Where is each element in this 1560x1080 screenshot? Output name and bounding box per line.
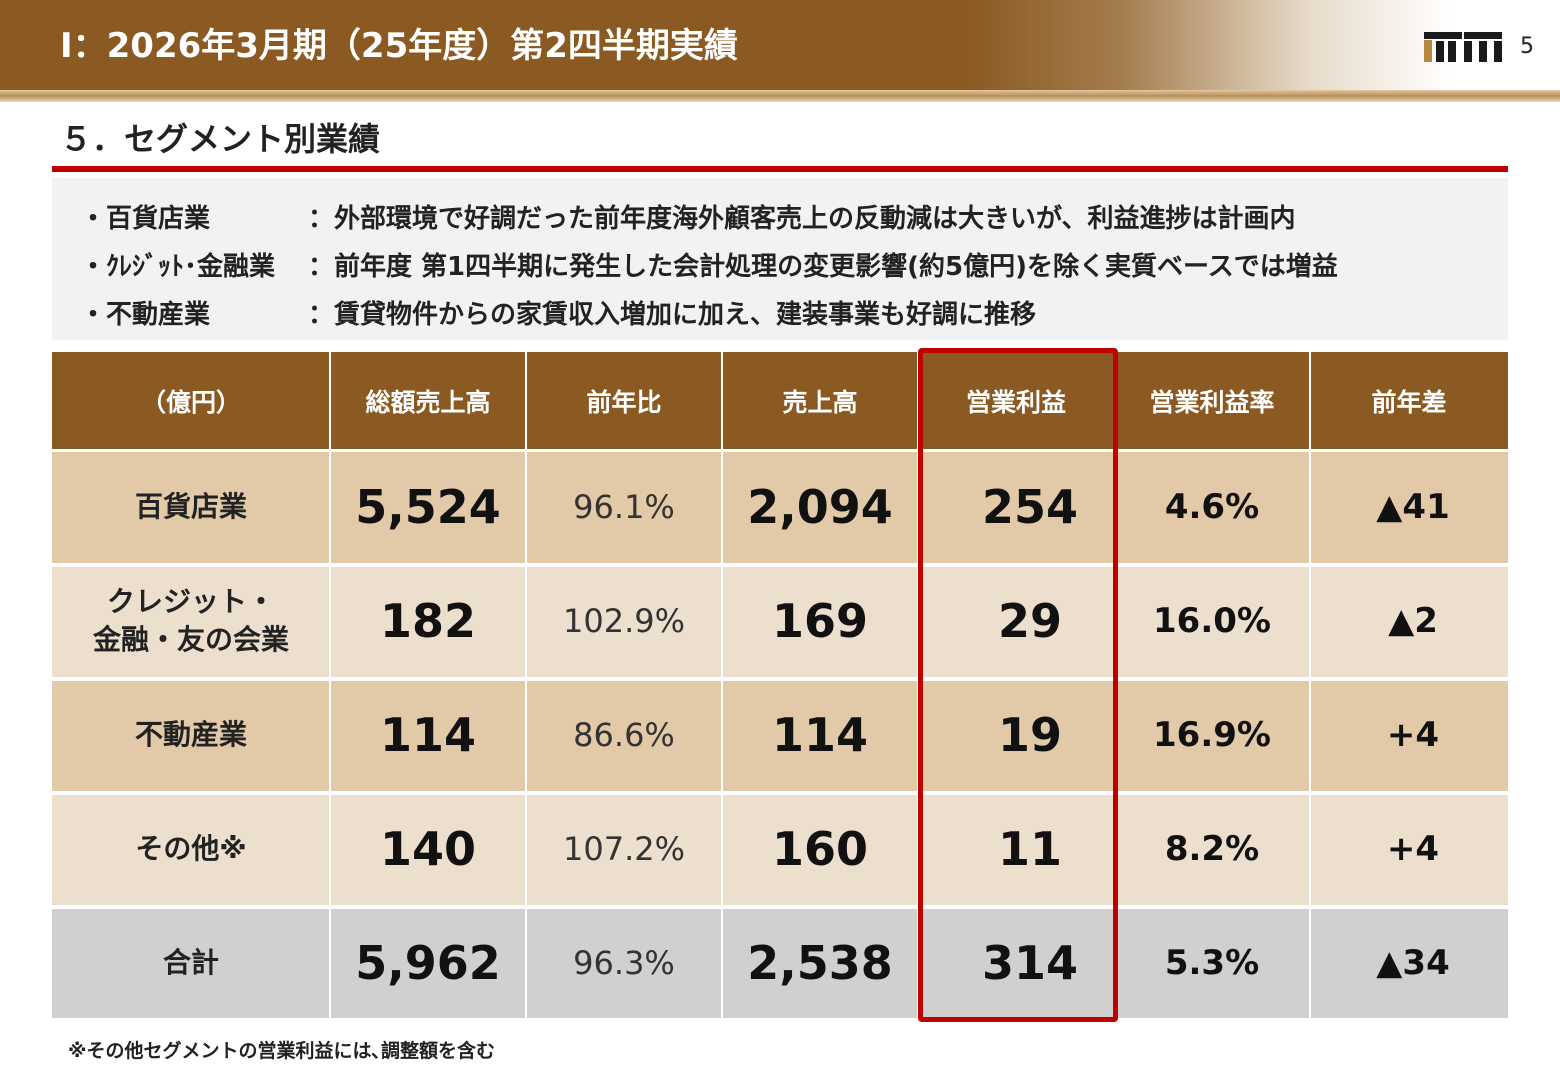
operating-profit-value: 29: [918, 565, 1114, 677]
column-divider: [525, 352, 527, 1018]
row-divider: [52, 449, 1508, 452]
summary-segment: ・不動産業: [80, 300, 211, 330]
segment-results-table: （億円） 総額売上高 前年比 売上高 営業利益 営業利益率 前年差百貨店業 5,524 96.1…: [52, 352, 1508, 1018]
yoy-diff-value: ▲41: [1310, 450, 1508, 563]
header-sales: 売上高: [722, 352, 918, 450]
gross-sales-value: 182: [330, 565, 526, 677]
header-unit: （億円）: [52, 352, 330, 450]
column-divider: [721, 352, 723, 1018]
yoy-diff-value: +4: [1310, 793, 1508, 905]
operating-margin-value: 16.0%: [1114, 565, 1310, 677]
column-divider: [1309, 352, 1311, 1018]
row-divider: [52, 678, 1508, 681]
segment-label: クレジット・ 金融・友の会業: [52, 565, 330, 677]
segment-label: その他※: [52, 793, 330, 905]
header-operating-margin: 営業利益率: [1114, 352, 1310, 450]
summary-description: ：賃貸物件からの家賃収入増加に加え、建装事業も好調に推移: [308, 300, 1037, 330]
sales-value: 2,094: [722, 450, 918, 563]
segment-label: 合計: [52, 907, 330, 1018]
header-yoy: 前年比: [526, 352, 722, 450]
header-gross-sales: 総額売上高: [330, 352, 526, 450]
header-operating-profit: 営業利益: [918, 352, 1114, 450]
row-divider: [52, 906, 1508, 909]
summary-description: ：前年度 第1四半期に発生した会計処理の変更影響(約5億円)を除く実質ベースでは…: [308, 252, 1338, 282]
gross-sales-value: 5,962: [330, 907, 526, 1018]
sales-value: 114: [722, 679, 918, 791]
section-title: ５．セグメント別業績: [60, 120, 381, 158]
slide-title: Ⅰ：2026年3月期（25年度）第2四半期実績: [60, 26, 738, 66]
column-divider: [329, 352, 331, 1018]
page-number: 5: [1520, 34, 1534, 59]
yoy-diff-value: ▲2: [1310, 565, 1508, 677]
segment-label: 百貨店業: [52, 450, 330, 563]
operating-margin-value: 16.9%: [1114, 679, 1310, 791]
gross-sales-value: 140: [330, 793, 526, 905]
yoy-ratio-value: 96.3%: [526, 907, 722, 1018]
summary-segment: ・百貨店業: [80, 204, 211, 234]
yoy-ratio-value: 107.2%: [526, 793, 722, 905]
operating-margin-value: 8.2%: [1114, 793, 1310, 905]
sales-value: 160: [722, 793, 918, 905]
gross-sales-value: 5,524: [330, 450, 526, 563]
row-divider: [52, 792, 1508, 795]
operating-margin-value: 4.6%: [1114, 450, 1310, 563]
summary-segment: ・ｸﾚｼﾞｯﾄ･金融業: [80, 252, 276, 282]
yoy-ratio-value: 96.1%: [526, 450, 722, 563]
operating-profit-value: 254: [918, 450, 1114, 563]
operating-profit-value: 314: [918, 907, 1114, 1018]
title-banner: [0, 0, 1560, 90]
row-divider: [52, 564, 1508, 567]
segment-label: 不動産業: [52, 679, 330, 791]
summary-box: ・百貨店業 ：外部環境で好調だった前年度海外顧客売上の反動減は大きいが、利益進捗…: [52, 178, 1508, 340]
title-banner-underline: [0, 90, 1560, 102]
operating-profit-value: 19: [918, 679, 1114, 791]
footnote: ※その他セグメントの営業利益には､調整額を含む: [68, 1040, 495, 1062]
yoy-diff-value: +4: [1310, 679, 1508, 791]
yoy-ratio-value: 86.6%: [526, 679, 722, 791]
operating-margin-value: 5.3%: [1114, 907, 1310, 1018]
operating-profit-value: 11: [918, 793, 1114, 905]
sales-value: 2,538: [722, 907, 918, 1018]
section-divider: [52, 166, 1508, 172]
company-logo-icon: [1424, 32, 1502, 62]
gross-sales-value: 114: [330, 679, 526, 791]
sales-value: 169: [722, 565, 918, 677]
yoy-diff-value: ▲34: [1310, 907, 1508, 1018]
header-yoy-diff: 前年差: [1310, 352, 1508, 450]
summary-description: ：外部環境で好調だった前年度海外顧客売上の反動減は大きいが、利益進捗は計画内: [308, 204, 1296, 234]
yoy-ratio-value: 102.9%: [526, 565, 722, 677]
